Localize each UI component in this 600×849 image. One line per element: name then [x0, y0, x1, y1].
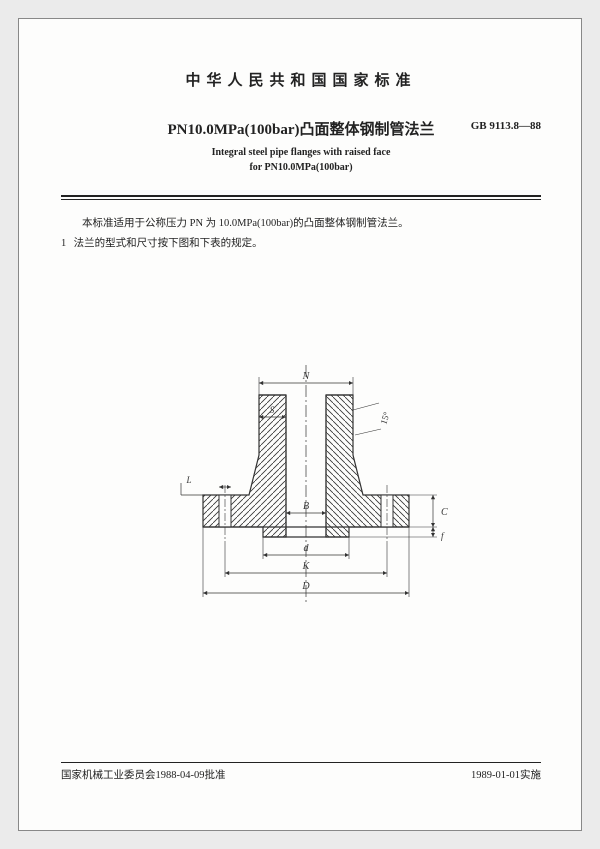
- clause-text: 法兰的型式和尺寸按下图和下表的规定。: [74, 238, 263, 249]
- title-en-line1: Integral steel pipe flanges with raised …: [212, 147, 391, 158]
- title-english: Integral steel pipe flanges with raised …: [61, 145, 541, 175]
- clause-number: 1: [61, 234, 74, 254]
- dim-label-K: K: [302, 561, 311, 572]
- flange-diagram: N S L B d K: [141, 355, 471, 645]
- body-text: 本标准适用于公称压力 PN 为 10.0MPa(100bar)的凸面整体钢制管法…: [61, 214, 541, 254]
- dim-label-N: N: [302, 371, 311, 382]
- title-row: PN10.0MPa(100bar)凸面整体钢制管法兰 GB 9113.8—88: [61, 118, 541, 139]
- national-standard-header: 中华人民共和国国家标准: [61, 69, 541, 90]
- dim-label-D: D: [301, 581, 310, 592]
- dim-label-S: S: [270, 405, 275, 415]
- dim-label-d: d: [304, 543, 310, 554]
- dim-label-f: f: [441, 531, 445, 541]
- divider-thin: [61, 199, 541, 200]
- title-en-line2: for PN10.0MPa(100bar): [249, 162, 352, 173]
- content-frame: 中华人民共和国国家标准 PN10.0MPa(100bar)凸面整体钢制管法兰 G…: [61, 65, 541, 785]
- dim-label-angle: 15°: [378, 410, 392, 425]
- dim-label-L: L: [185, 475, 191, 485]
- footer-divider: [61, 762, 541, 763]
- clause-1: 1法兰的型式和尺寸按下图和下表的规定。: [61, 234, 541, 254]
- footer-effective-date: 1989-01-01实施: [471, 767, 541, 782]
- dim-label-B: B: [303, 501, 309, 512]
- divider-thick: [61, 195, 541, 197]
- standard-code: GB 9113.8—88: [471, 120, 541, 132]
- page: 中华人民共和国国家标准 PN10.0MPa(100bar)凸面整体钢制管法兰 G…: [18, 18, 582, 831]
- paragraph-1: 本标准适用于公称压力 PN 为 10.0MPa(100bar)的凸面整体钢制管法…: [61, 214, 541, 234]
- dim-label-C: C: [441, 507, 448, 518]
- footer-approval: 国家机械工业委员会1988-04-09批准: [61, 767, 226, 782]
- title-chinese: PN10.0MPa(100bar)凸面整体钢制管法兰: [61, 118, 541, 139]
